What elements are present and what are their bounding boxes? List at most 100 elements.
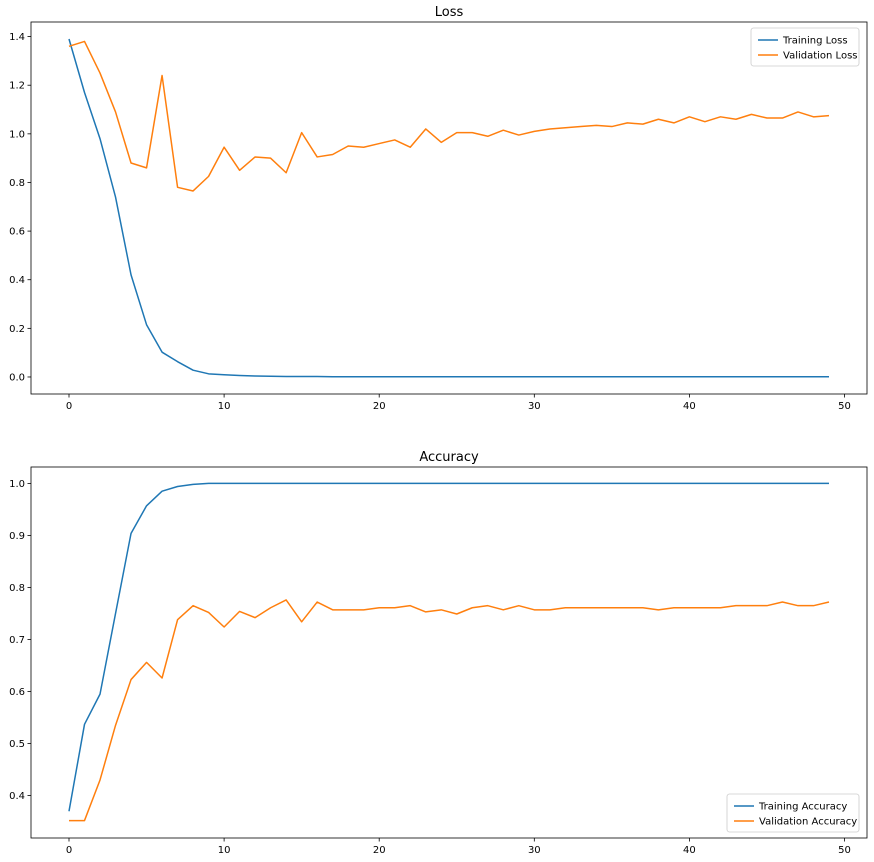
data-point-training-accuracy: [642, 482, 644, 484]
data-point-validation-loss: [657, 118, 659, 120]
data-point-validation-accuracy: [735, 604, 737, 606]
data-point-training-loss: [425, 376, 427, 378]
axes-frame: [30, 21, 868, 395]
y-tick-label: 0.9: [9, 531, 25, 542]
data-point-training-accuracy: [425, 482, 427, 484]
x-tick-label: 20: [373, 401, 386, 412]
data-point-validation-loss: [487, 135, 489, 137]
data-point-validation-loss: [564, 127, 566, 129]
data-point-training-accuracy: [766, 482, 768, 484]
data-point-validation-accuracy: [207, 611, 209, 613]
x-tick-label: 50: [838, 845, 851, 856]
data-point-training-loss: [238, 374, 240, 376]
data-point-training-loss: [564, 376, 566, 378]
data-point-training-accuracy: [83, 723, 85, 725]
data-point-training-accuracy: [673, 482, 675, 484]
data-point-validation-loss: [362, 146, 364, 148]
data-point-validation-accuracy: [471, 607, 473, 609]
axes-frame: [30, 466, 868, 839]
legend-box: [750, 27, 860, 67]
data-point-validation-loss: [285, 172, 287, 174]
data-point-training-loss: [409, 376, 411, 378]
data-point-validation-accuracy: [161, 677, 163, 679]
data-point-validation-loss: [300, 131, 302, 133]
data-point-training-accuracy: [238, 482, 240, 484]
data-point-validation-accuracy: [781, 601, 783, 603]
legend-label: Training Accuracy: [758, 802, 847, 813]
data-point-validation-loss: [611, 125, 613, 127]
data-point-validation-loss: [130, 162, 132, 164]
data-point-training-accuracy: [688, 482, 690, 484]
data-point-validation-accuracy: [549, 609, 551, 611]
data-point-training-accuracy: [533, 482, 535, 484]
legend-label: Training Loss: [782, 36, 848, 47]
y-tick-label: 0.8: [9, 583, 25, 594]
data-point-validation-loss: [626, 122, 628, 124]
data-point-training-loss: [626, 376, 628, 378]
data-point-validation-accuracy: [564, 607, 566, 609]
data-point-training-accuracy: [657, 482, 659, 484]
data-point-validation-accuracy: [533, 609, 535, 611]
legend-label: Validation Loss: [783, 51, 858, 62]
data-point-training-accuracy: [114, 612, 116, 614]
data-point-validation-accuracy: [285, 599, 287, 601]
legend: Training Loss Validation Loss: [750, 27, 860, 67]
data-point-training-loss: [657, 376, 659, 378]
data-point-validation-loss: [176, 186, 178, 188]
data-point-validation-loss: [440, 141, 442, 143]
data-point-validation-loss: [254, 156, 256, 158]
data-point-validation-accuracy: [176, 619, 178, 621]
data-point-training-accuracy: [549, 482, 551, 484]
data-point-training-loss: [502, 376, 504, 378]
data-point-validation-loss: [518, 134, 520, 136]
data-point-validation-accuracy: [192, 604, 194, 606]
accuracy-chart: Accuracy 0 10 20 30 40 50 0.4 0.5 0.6 0.7 0.8 0.9 1.0…: [9, 450, 868, 856]
data-point-validation-loss: [750, 113, 752, 115]
data-point-training-accuracy: [580, 482, 582, 484]
data-point-training-accuracy: [223, 482, 225, 484]
data-point-training-accuracy: [828, 482, 830, 484]
data-point-validation-accuracy: [766, 604, 768, 606]
data-point-training-accuracy: [394, 482, 396, 484]
y-tick-label: 0.6: [9, 227, 25, 238]
data-point-validation-loss: [425, 128, 427, 130]
data-point-training-accuracy: [176, 485, 178, 487]
data-point-validation-accuracy: [68, 819, 70, 821]
data-point-validation-loss: [688, 116, 690, 118]
data-point-validation-loss: [735, 118, 737, 120]
data-point-validation-loss: [456, 131, 458, 133]
data-point-training-accuracy: [595, 482, 597, 484]
data-point-training-accuracy: [797, 482, 799, 484]
data-point-training-accuracy: [409, 482, 411, 484]
y-tick-label: 1.4: [9, 32, 25, 43]
data-point-training-accuracy: [99, 693, 101, 695]
data-point-validation-accuracy: [456, 613, 458, 615]
data-point-validation-loss: [145, 167, 147, 169]
series-line-training-loss: [68, 38, 829, 378]
data-point-training-loss: [300, 375, 302, 377]
data-point-validation-accuracy: [83, 819, 85, 821]
y-tick-label: 0.6: [9, 687, 25, 698]
data-point-validation-loss: [68, 45, 70, 47]
data-point-validation-accuracy: [440, 609, 442, 611]
data-point-validation-accuracy: [642, 607, 644, 609]
x-tick-label: 10: [218, 401, 231, 412]
data-point-training-accuracy: [300, 482, 302, 484]
data-point-validation-loss: [331, 153, 333, 155]
data-point-validation-accuracy: [657, 609, 659, 611]
data-point-training-accuracy: [781, 482, 783, 484]
data-point-training-accuracy: [611, 482, 613, 484]
data-point-validation-loss: [161, 74, 163, 76]
data-point-training-accuracy: [285, 482, 287, 484]
data-point-training-accuracy: [254, 482, 256, 484]
data-point-validation-accuracy: [130, 678, 132, 680]
data-point-validation-accuracy: [626, 607, 628, 609]
data-point-validation-accuracy: [316, 601, 318, 603]
data-point-validation-accuracy: [595, 607, 597, 609]
data-point-training-loss: [161, 351, 163, 353]
data-point-training-loss: [362, 376, 364, 378]
data-point-validation-accuracy: [611, 607, 613, 609]
data-point-validation-accuracy: [518, 604, 520, 606]
y-tick-label: 0.7: [9, 635, 25, 646]
data-point-training-accuracy: [564, 482, 566, 484]
